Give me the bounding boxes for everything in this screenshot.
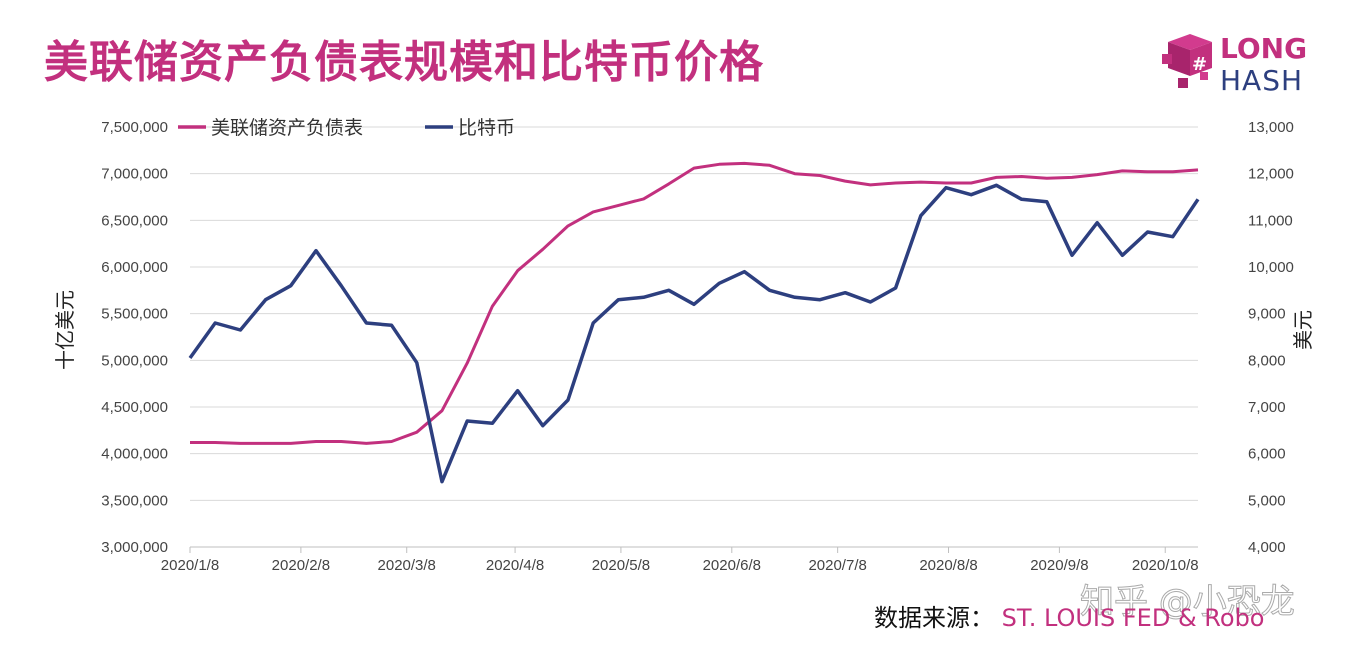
x-tick-label: 2020/3/8 xyxy=(378,557,436,574)
longhash-cube-icon: # xyxy=(1162,34,1212,88)
y2-tick-label: 4,000 xyxy=(1248,539,1286,556)
watermark: 知乎 @小恐龙 xyxy=(1080,582,1296,623)
y-tick-label: 6,000,000 xyxy=(101,259,168,276)
legend-label: 比特币 xyxy=(458,117,515,139)
y2-tick-label: 7,000 xyxy=(1248,399,1286,416)
source-label: 数据来源： xyxy=(874,604,994,632)
x-tick-label: 2020/1/8 xyxy=(161,557,219,574)
x-tick-label: 2020/2/8 xyxy=(272,557,330,574)
left-axis-ticks: 7,500,000 7,000,000 6,500,000 6,000,000 5,50… xyxy=(101,119,168,556)
x-tick-label: 2020/9/8 xyxy=(1030,557,1088,574)
y2-tick-label: 10,000 xyxy=(1248,259,1294,276)
y-tick-label: 4,500,000 xyxy=(101,399,168,416)
chart-legend: 美联储资产负债表 比特币 xyxy=(178,117,515,139)
series-line-btc xyxy=(188,183,1200,484)
y2-tick-label: 5,000 xyxy=(1248,492,1286,509)
x-tick-label: 2020/7/8 xyxy=(808,557,866,574)
logo-text-hash: HASH xyxy=(1220,64,1304,97)
y-tick-label: 3,000,000 xyxy=(101,539,168,556)
series-line-fed xyxy=(190,161,1199,445)
y2-tick-label: 13,000 xyxy=(1248,119,1294,136)
y-tick-label: 5,000,000 xyxy=(101,352,168,369)
svg-text:#: # xyxy=(1192,54,1207,75)
y2-tick-label: 6,000 xyxy=(1248,446,1286,463)
y2-tick-label: 11,000 xyxy=(1248,212,1293,229)
y-tick-label: 7,500,000 xyxy=(101,119,168,136)
chart-title: 美联储资产负债表规模和比特币价格 xyxy=(44,37,764,88)
source-value: ST. LOUIS FED & Robo xyxy=(1001,604,1265,632)
grid-lines xyxy=(190,126,1198,548)
y-tick-label: 4,000,000 xyxy=(101,446,168,463)
right-axis-ticks: 13,000 12,000 11,000 10,000 9,000 8,000 7,000 6… xyxy=(1248,119,1294,556)
longhash-logo: # LONG HASH xyxy=(1160,32,1320,100)
x-tick-label: 2020/4/8 xyxy=(486,557,544,574)
y-tick-label: 5,500,000 xyxy=(101,306,168,323)
data-source: 数据来源： ST. LOUIS FED & Robo xyxy=(874,598,1264,633)
x-tick-label: 2020/6/8 xyxy=(703,557,761,574)
y2-tick-label: 9,000 xyxy=(1248,306,1286,323)
x-tick-label: 2020/8/8 xyxy=(919,557,977,574)
x-tick-label: 2020/10/8 xyxy=(1132,557,1199,574)
logo-text-long: LONG xyxy=(1220,32,1308,65)
y2-axis-label: 美元 xyxy=(1291,310,1315,350)
y-tick-label: 7,000,000 xyxy=(101,166,168,183)
x-axis-ticks: 2020/1/8 2020/2/8 2020/3/8 2020/4/8 2020/5/8… xyxy=(161,546,1199,574)
legend-label: 美联储资产负债表 xyxy=(211,117,363,139)
y-tick-label: 6,500,000 xyxy=(101,212,168,229)
series-lines xyxy=(188,161,1200,484)
x-tick-label: 2020/5/8 xyxy=(592,557,650,574)
y2-tick-label: 8,000 xyxy=(1248,352,1286,369)
y-axis-label: 十亿美元 xyxy=(53,290,77,370)
y-tick-label: 3,500,000 xyxy=(101,492,168,509)
y2-tick-label: 12,000 xyxy=(1248,166,1294,183)
